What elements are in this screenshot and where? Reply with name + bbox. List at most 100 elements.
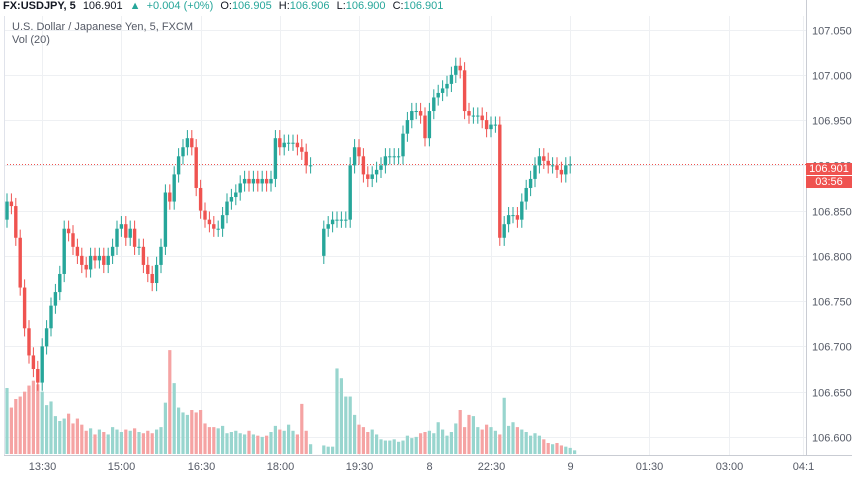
- candle-body: [163, 192, 168, 247]
- candle-body: [53, 292, 58, 306]
- volume-bar: [524, 432, 528, 454]
- candle-body: [379, 165, 383, 170]
- volume-bar: [489, 427, 493, 454]
- volume-bar: [124, 429, 128, 454]
- price-change: +0.004 (+0%): [146, 0, 214, 12]
- volume-bar: [5, 388, 9, 454]
- volume-bar: [225, 433, 229, 454]
- axes: 107.050 107.000 106.950 106.900 106.850 106.8…: [4, 0, 852, 473]
- volume-bar: [133, 428, 137, 454]
- volume-bar: [282, 430, 286, 454]
- volume-bar: [432, 433, 436, 454]
- candle-body: [396, 156, 401, 158]
- candle-body: [410, 111, 414, 121]
- last-price: 106.901: [82, 0, 123, 12]
- candle-body: [154, 264, 159, 284]
- candle-body: [102, 255, 106, 265]
- candle-body: [335, 219, 339, 221]
- volume-bar: [436, 422, 440, 454]
- volume-bar: [172, 383, 176, 454]
- candle-body: [172, 174, 176, 202]
- volume-bars: [5, 350, 577, 454]
- candle-body: [427, 111, 432, 139]
- candle-body: [498, 124, 502, 238]
- y-tick-label: 107.000: [812, 71, 852, 83]
- candle-body: [550, 165, 555, 167]
- candle-body: [256, 178, 260, 184]
- open-label: O:: [220, 0, 232, 12]
- volume-bar: [18, 396, 22, 454]
- candle-body: [141, 246, 146, 265]
- symbol-label[interactable]: FX:USDJPY, 5: [3, 0, 76, 12]
- volume-bar: [119, 432, 123, 454]
- candle-body: [506, 215, 511, 225]
- candle-body: [14, 206, 18, 238]
- candle-body: [423, 115, 427, 139]
- candle-body: [106, 255, 110, 265]
- candle-body: [212, 224, 216, 229]
- volume-indicator-label[interactable]: Vol (20): [12, 34, 50, 46]
- candle-body: [502, 224, 506, 238]
- candle-body: [71, 233, 75, 247]
- volume-bar: [9, 407, 13, 454]
- volume-bar: [80, 424, 84, 454]
- candle-body: [528, 178, 533, 188]
- volume-bar: [216, 428, 220, 454]
- high-value: 106.906: [289, 0, 330, 12]
- candle-body: [361, 156, 366, 175]
- bar-countdown: 03:56: [806, 176, 852, 188]
- candle-body: [242, 178, 247, 184]
- volume-bar: [507, 425, 511, 454]
- volume-bar: [58, 421, 62, 454]
- candle-body: [388, 156, 392, 158]
- candle-body: [489, 124, 493, 130]
- candle-body: [348, 165, 352, 220]
- volume-bar: [445, 435, 449, 454]
- candle-body: [291, 142, 295, 144]
- volume-bar: [106, 434, 110, 454]
- candle-body: [220, 215, 225, 229]
- volume-bar: [353, 414, 357, 454]
- volume-bar: [559, 445, 563, 454]
- volume-bar: [27, 385, 31, 454]
- volume-bar: [485, 424, 489, 454]
- candle-body: [542, 156, 546, 161]
- candle-body: [80, 255, 84, 265]
- volume-bar: [322, 445, 326, 454]
- volume-bar: [449, 432, 453, 454]
- volume-bar: [190, 410, 194, 454]
- volume-bar: [515, 427, 519, 454]
- volume-bar: [476, 427, 480, 454]
- volume-bar: [568, 447, 572, 454]
- x-tick-label: 15:00: [108, 461, 136, 473]
- volume-bar: [471, 416, 475, 454]
- candle-body: [146, 264, 150, 274]
- candle-body: [273, 138, 278, 179]
- candle-body: [467, 111, 471, 116]
- volume-bar: [159, 427, 163, 454]
- volume-bar: [243, 434, 247, 454]
- volume-bar: [537, 435, 541, 454]
- candle-body: [352, 147, 357, 166]
- volume-bar: [361, 427, 365, 454]
- close-label: C:: [392, 0, 404, 12]
- candle-body: [22, 287, 27, 329]
- candle-body: [454, 65, 458, 75]
- candle-body: [75, 246, 80, 256]
- volume-bar: [295, 434, 299, 454]
- volume-bar: [234, 430, 238, 454]
- candle-body: [216, 228, 220, 230]
- volume-bar: [128, 430, 132, 454]
- candle-body: [62, 228, 66, 274]
- candle-body: [49, 305, 53, 329]
- candle-body: [44, 328, 49, 347]
- volume-bar: [137, 432, 141, 454]
- volume-bar: [357, 424, 361, 454]
- symbol-header: FX:USDJPY, 5 106.901 ▲ +0.004 (+0%) O:10…: [0, 0, 852, 14]
- volume-bar: [397, 441, 401, 454]
- candle-body: [357, 147, 361, 157]
- volume-bar: [546, 443, 550, 454]
- volume-bar: [212, 427, 216, 454]
- candle-body: [9, 201, 14, 207]
